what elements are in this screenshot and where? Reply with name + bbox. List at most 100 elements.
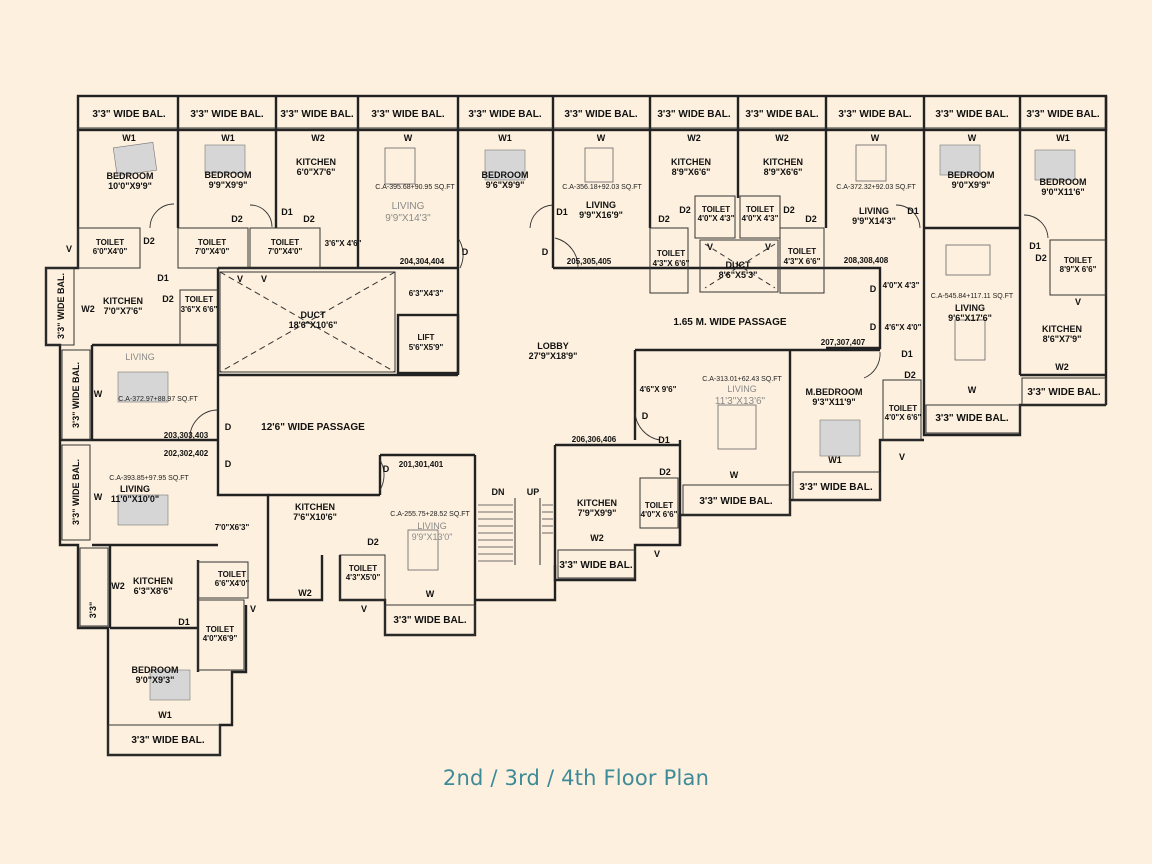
toilet-size: 8'9"X 6'6" — [1060, 265, 1097, 274]
room-size: 9'6"X17'6" — [948, 313, 992, 323]
balcony-label: 3'3" WIDE BAL. — [393, 615, 466, 626]
room-name: KITCHEN — [577, 498, 617, 508]
flat-numbers: 204,304,404 205,305,405 206,306,406 207,… — [164, 256, 889, 469]
flat-number: 204,304,404 — [400, 257, 445, 266]
door-tag: D2 — [367, 537, 379, 547]
window-tag: W — [404, 133, 413, 143]
vent-tag: V — [361, 604, 367, 614]
vent-tag: V — [66, 244, 72, 254]
room-size: 9'6"X9'9" — [486, 180, 525, 190]
lift-label: LIFT — [418, 333, 435, 342]
door-tag: D — [225, 422, 232, 432]
window-tag: W2 — [81, 304, 95, 314]
room-size: 4'0"X 4'3" — [883, 281, 920, 290]
balcony-label: 3'3" WIDE BAL. — [935, 109, 1008, 120]
room-size: 9'0"X9'9" — [952, 180, 991, 190]
window-tag: W1 — [122, 133, 136, 143]
door-tag: D2 — [1035, 253, 1047, 263]
window-tag: W1 — [221, 133, 235, 143]
window-tag: W1 — [158, 710, 172, 720]
bottom-balconies: 3'3" WIDE BAL. 3'3" WIDE BAL. 3'3" WIDE … — [131, 387, 1100, 746]
balcony-label: 3'3" WIDE BAL. — [1026, 109, 1099, 120]
vent-tag: V — [899, 452, 905, 462]
room-name: LIVING — [727, 384, 757, 394]
door-tag: D2 — [659, 467, 671, 477]
balcony-label: 3'3" WIDE BAL. — [280, 109, 353, 120]
toilet-name: TOILET — [218, 570, 246, 579]
window-tag: W2 — [311, 133, 325, 143]
balcony-label: 3'3" WIDE BAL. — [838, 109, 911, 120]
passage-label: 1.65 M. WIDE PASSAGE — [673, 317, 787, 328]
window-tag: W2 — [111, 581, 125, 591]
window-tag: W — [871, 133, 880, 143]
room-name: KITCHEN — [103, 296, 143, 306]
door-tag: D1 — [1029, 241, 1041, 251]
balcony-label: 3'3" WIDE BAL. — [1027, 387, 1100, 398]
vent-tag: V — [261, 274, 267, 284]
window-tag: W2 — [298, 588, 312, 598]
balcony-label: 3'3" WIDE BAL. — [71, 362, 81, 428]
balcony-label: 3'3" WIDE BAL. — [699, 496, 772, 507]
toilet-name: TOILET — [702, 205, 730, 214]
room-name: LIVING — [417, 521, 447, 531]
toilet-size: 4'3"X 6'6" — [784, 257, 821, 266]
room-name: LIVING — [120, 484, 150, 494]
door-tag: D1 — [157, 273, 169, 283]
door-tag: D1 — [556, 207, 568, 217]
door-tag: D2 — [143, 236, 155, 246]
room-size: 3'6"X 4'6" — [325, 239, 362, 248]
window-tag: W2 — [687, 133, 701, 143]
balcony-label: 3'3" WIDE BAL. — [371, 109, 444, 120]
toilet-name: TOILET — [198, 238, 226, 247]
room-name: BEDROOM — [132, 665, 179, 675]
door-tag: D2 — [162, 294, 174, 304]
door-tag: D2 — [679, 205, 691, 215]
door-tag: D2 — [783, 205, 795, 215]
left-balconies: 3'3" WIDE BAL. 3'3" WIDE BAL. 3'3" WIDE … — [56, 273, 98, 618]
duct-size: 8'6"X5'3" — [719, 270, 758, 280]
door-tag: D — [462, 247, 469, 257]
lobby-label: LOBBY — [537, 341, 569, 351]
room-size: 7'0"X6'3" — [215, 523, 250, 532]
room-name: KITCHEN — [295, 502, 335, 512]
lift-size: 5'6"X5'9" — [409, 343, 444, 352]
furniture — [112, 142, 1076, 701]
room-name: KITCHEN — [1042, 324, 1082, 334]
room-size: 9'0"X9'3" — [136, 675, 175, 685]
toilet-size: 3'6"X 6'6" — [181, 305, 218, 314]
room-size: 4'6"X 9'6" — [640, 385, 677, 394]
room-name: LIVING — [859, 206, 889, 216]
duct-label: DUCT — [301, 310, 326, 320]
room-name: BEDROOM — [948, 170, 995, 180]
stair-up: UP — [527, 487, 540, 497]
toilet-name: TOILET — [657, 249, 685, 258]
room-name: BEDROOM — [107, 171, 154, 181]
toilet-name: TOILET — [645, 501, 673, 510]
room-name: LIVING — [586, 200, 616, 210]
balcony-label: 3'3" WIDE BAL. — [56, 273, 66, 339]
door-tag: D1 — [281, 207, 293, 217]
room-size: 7'9"X9'9" — [578, 508, 617, 518]
window-tag: W2 — [1055, 362, 1069, 372]
toilet-name: TOILET — [1064, 256, 1092, 265]
room-size: 9'9"X13'0" — [412, 532, 453, 542]
door-tag: D — [870, 322, 877, 332]
window-tag: W — [968, 385, 977, 395]
balcony-label: 3'3" WIDE BAL. — [468, 109, 541, 120]
toilet-name: TOILET — [185, 295, 213, 304]
balcony-label: 3'3" WIDE BAL. — [564, 109, 637, 120]
balcony-label: 3'3" WIDE BAL. — [559, 560, 632, 571]
door-tag: D — [642, 411, 649, 421]
carpet-area: C.A-395.68+90.95 SQ.FT — [375, 184, 455, 191]
room-labels: BEDROOM 10'0"X9'9" BEDROOM 9'9"X9'9" KIT… — [103, 157, 1087, 685]
window-tag: W1 — [828, 455, 842, 465]
balcony-label: 3'3" WIDE BAL. — [799, 482, 872, 493]
stair-down: DN — [492, 487, 505, 497]
room-size: 6'0"X7'6" — [297, 167, 336, 177]
toilet-size: 4'0"X 4'3" — [742, 214, 779, 223]
window-tag: W2 — [590, 533, 604, 543]
room-name: BEDROOM — [205, 170, 252, 180]
toilet-name: TOILET — [349, 564, 377, 573]
flat-number: 208,308,408 — [844, 256, 889, 265]
room-name: BEDROOM — [1040, 177, 1087, 187]
